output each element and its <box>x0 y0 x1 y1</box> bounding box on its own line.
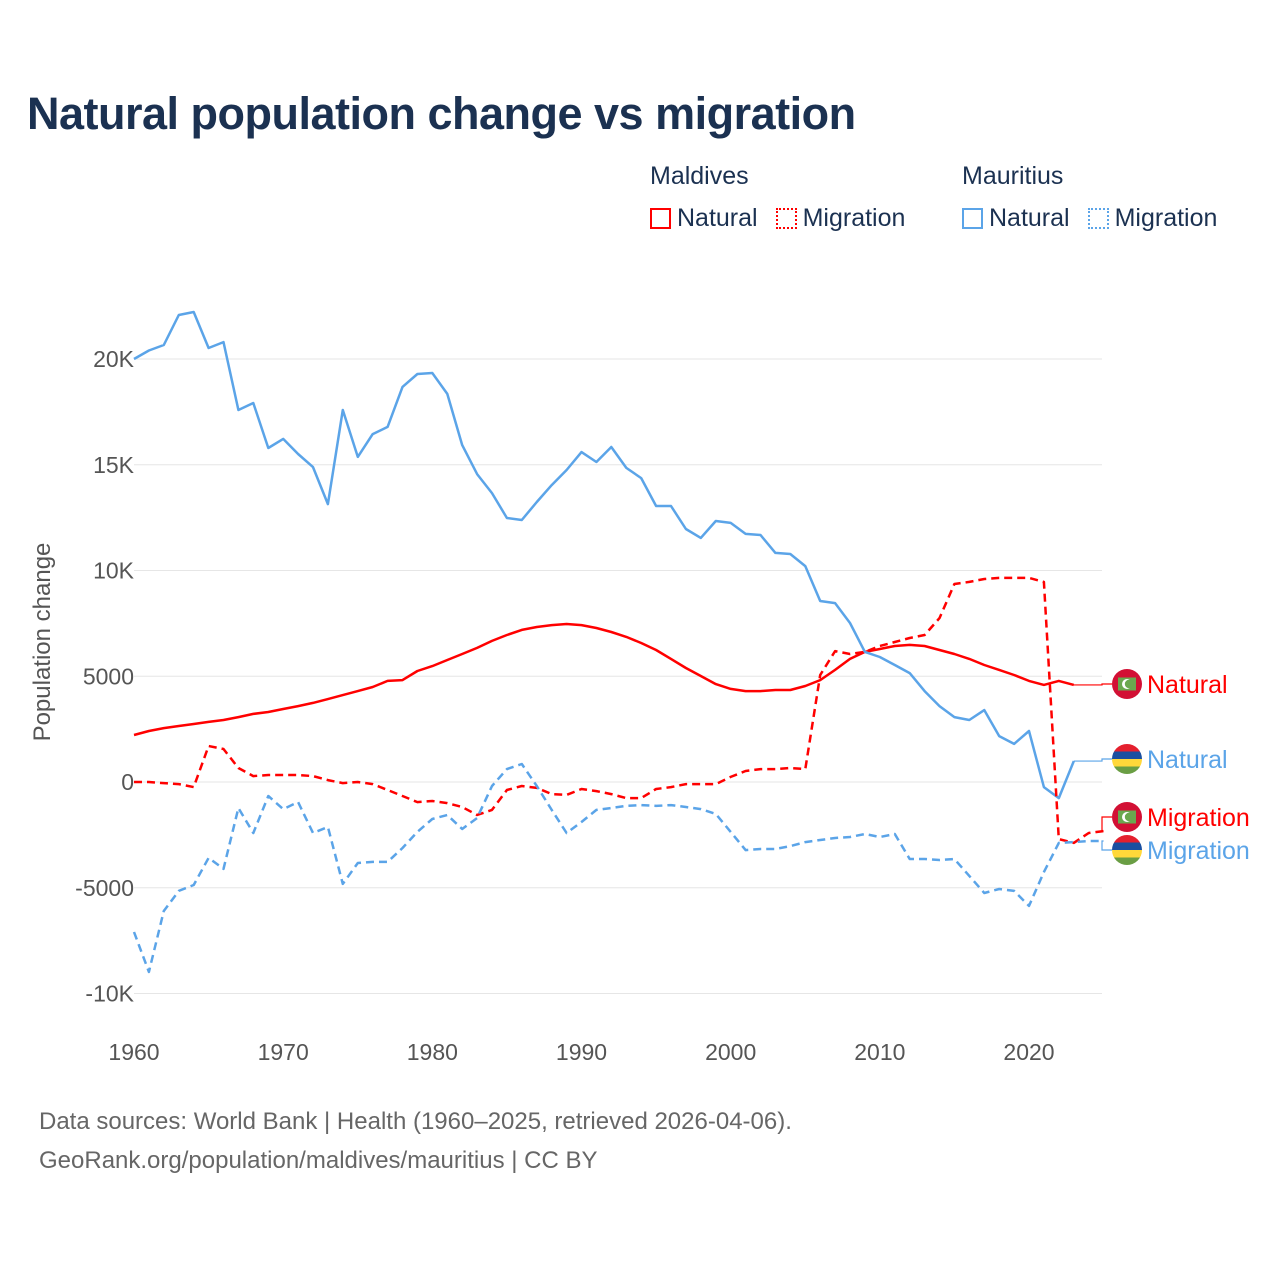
series-line-mauritius-natural[interactable] <box>133 310 1075 800</box>
legend-item-maldives-migration[interactable]: Migration <box>775 204 906 233</box>
x-tick-label: 2000 <box>705 1039 756 1065</box>
y-axis-label: Population change <box>29 543 56 742</box>
label-leader-line <box>1101 816 1112 832</box>
legend-swatch-dotted <box>775 208 797 229</box>
x-tick-label: 1970 <box>258 1039 309 1065</box>
series-end-label: Migration <box>1147 837 1250 865</box>
legend-group-title: Mauritius <box>962 162 1064 190</box>
label-leader-line <box>1101 840 1112 851</box>
footer-sources: Data sources: World Bank | Health (1960–… <box>39 1108 792 1135</box>
mauritius-flag-icon <box>1112 835 1142 865</box>
y-tick-label: -10K <box>85 981 134 1007</box>
legend-swatch-solid <box>650 208 671 229</box>
y-tick-label: -5000 <box>75 875 134 901</box>
legend-item-mauritius-migration[interactable]: Migration <box>1087 204 1218 233</box>
y-tick-label: 0 <box>121 769 134 795</box>
legend-label: Migration <box>1114 204 1218 232</box>
legend-swatch-solid <box>962 208 983 229</box>
y-tick-label: 20K <box>93 346 135 372</box>
footer-attribution[interactable]: GeoRank.org/population/maldives/mauritiu… <box>39 1147 598 1174</box>
legend-label: Natural <box>989 204 1070 232</box>
legend-swatch-dotted <box>1087 208 1109 229</box>
y-tick-label: 15K <box>93 452 135 478</box>
y-tick-label: 10K <box>93 558 135 584</box>
x-tick-label: 1960 <box>108 1039 159 1065</box>
legend-group-title: Maldives <box>650 162 749 190</box>
series-end-label: Migration <box>1147 804 1250 832</box>
series-line-maldives-natural[interactable] <box>133 622 1075 737</box>
y-tick-label: 5000 <box>83 663 134 689</box>
legend-item-maldives-natural[interactable]: Natural <box>650 204 758 233</box>
maldives-flag-icon <box>1112 802 1142 832</box>
series-end-label: Natural <box>1147 746 1228 774</box>
x-tick-label: 1990 <box>556 1039 607 1065</box>
chart-title: Natural population change vs migration <box>27 88 856 139</box>
series-end-label: Natural <box>1147 671 1228 699</box>
legend-label: Migration <box>802 204 906 232</box>
mauritius-flag-icon <box>1112 744 1142 774</box>
label-leader-line <box>1073 683 1112 686</box>
series-line-mauritius-migration[interactable] <box>132 762 1104 974</box>
maldives-flag-icon <box>1112 669 1142 699</box>
series-line-maldives-migration[interactable] <box>134 576 1104 845</box>
legend-group-maldives: Maldives Natural Migration <box>650 162 923 233</box>
x-tick-label: 2010 <box>854 1039 905 1065</box>
x-tick-label: 1980 <box>407 1039 458 1065</box>
legend-group-mauritius: Mauritius Natural Migration <box>962 162 1235 233</box>
legend-label: Natural <box>677 204 758 232</box>
label-leader-line <box>1073 758 1112 762</box>
legend-item-mauritius-natural[interactable]: Natural <box>962 204 1070 233</box>
x-tick-label: 2020 <box>1003 1039 1054 1065</box>
